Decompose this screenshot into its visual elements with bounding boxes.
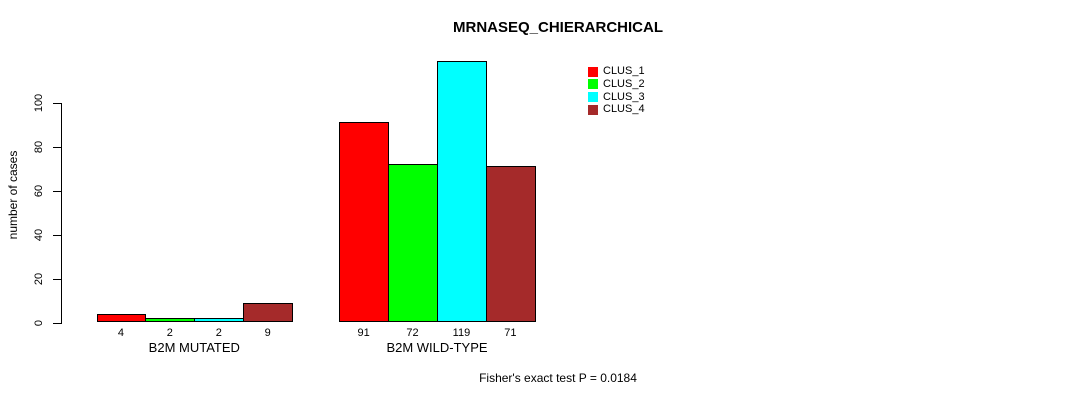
x-group-label: B2M MUTATED <box>148 340 240 355</box>
legend-item: CLUS_2 <box>588 77 645 90</box>
bar-clus_2 <box>388 164 438 323</box>
legend-label: CLUS_3 <box>603 90 645 103</box>
y-axis-tick-label: 0 <box>33 319 45 326</box>
bar-value-label: 72 <box>406 327 419 339</box>
bar-clus_3 <box>194 318 245 323</box>
y-axis-tick <box>53 146 61 148</box>
y-axis-tick <box>53 234 61 236</box>
y-axis-label: number of cases <box>6 150 20 240</box>
bar-clus_2 <box>145 318 196 323</box>
legend-swatch-clus_4 <box>588 104 598 115</box>
y-axis-tick-label: 60 <box>33 184 45 197</box>
x-group-label: B2M WILD-TYPE <box>386 340 488 355</box>
legend-label: CLUS_4 <box>603 103 645 116</box>
bar-value-label: 71 <box>504 327 517 339</box>
bar-value-label: 91 <box>357 327 370 339</box>
legend-label: CLUS_2 <box>603 77 645 90</box>
bar-clus_4 <box>485 166 536 323</box>
y-axis-line <box>61 102 62 324</box>
bar-value-label: 2 <box>215 327 222 339</box>
legend-item: CLUS_3 <box>588 90 645 103</box>
y-axis-tick-label: 40 <box>33 228 45 241</box>
annotation-text: Fisher's exact test P = 0.0184 <box>479 371 637 385</box>
legend-swatch-clus_2 <box>588 79 598 90</box>
bar-clus_1 <box>339 122 390 323</box>
bar-value-label: 9 <box>264 327 271 339</box>
legend-swatch-clus_1 <box>588 66 598 77</box>
y-axis-tick-label: 80 <box>33 140 45 153</box>
bar-value-label: 2 <box>166 327 173 339</box>
legend-item: CLUS_1 <box>588 66 645 77</box>
bar-value-label: 119 <box>452 327 471 339</box>
legend-swatch-clus_3 <box>588 92 598 103</box>
bar-clus_3 <box>437 60 487 323</box>
y-axis-tick <box>53 322 61 324</box>
y-axis-tick <box>53 102 61 104</box>
bar-clus_4 <box>243 302 294 323</box>
bar-clus_1 <box>96 313 147 323</box>
legend-item: CLUS_4 <box>588 104 645 115</box>
y-axis-tick-label: 100 <box>33 93 45 112</box>
bar-value-label: 4 <box>117 327 124 339</box>
legend-label: CLUS_1 <box>603 65 645 77</box>
chart-title: MRNASEQ_CHIERARCHICAL <box>452 19 664 36</box>
y-axis-tick <box>53 278 61 280</box>
y-axis-tick-label: 20 <box>33 272 45 285</box>
y-axis-tick <box>53 190 61 192</box>
